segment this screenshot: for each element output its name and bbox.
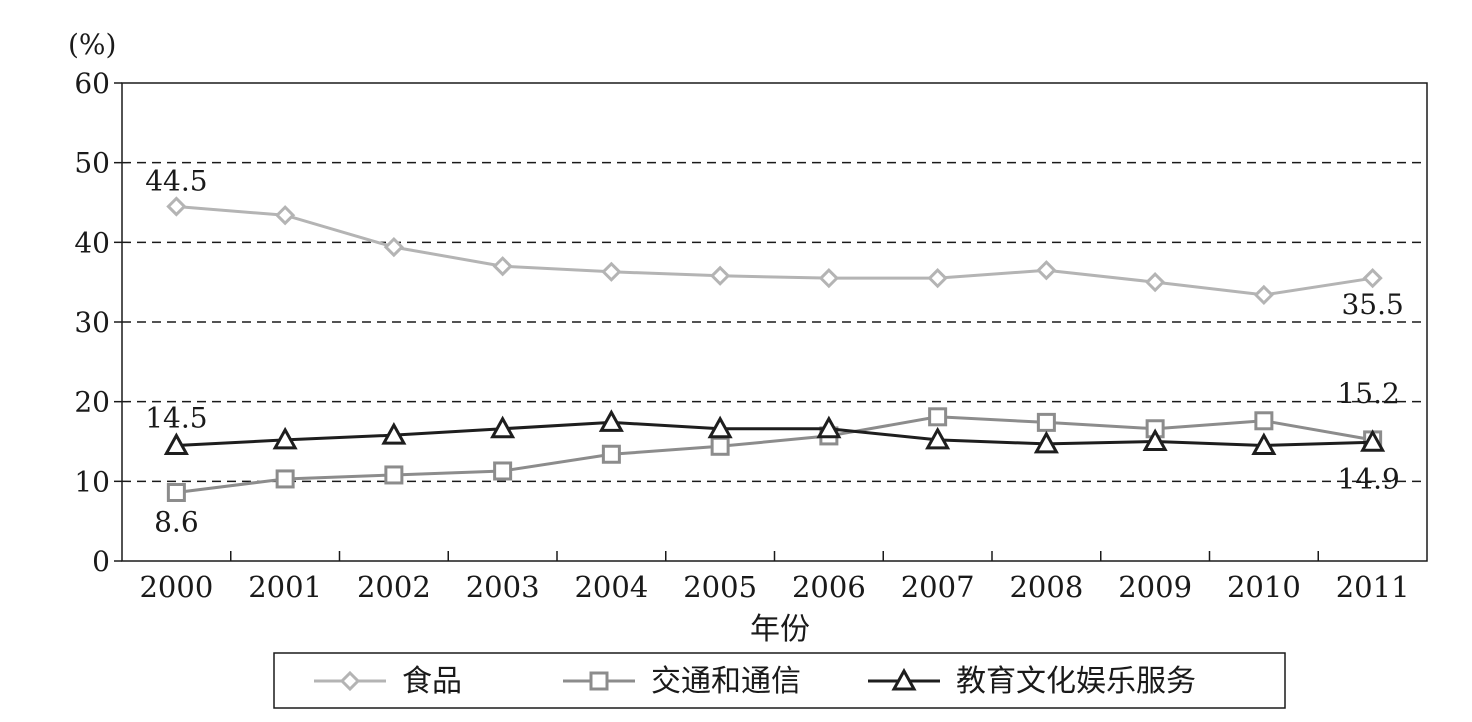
data-label: 8.6 [154,505,199,538]
data-point [598,409,624,432]
data-point [927,268,948,289]
y-tick-label: 40 [74,226,110,259]
x-tick-label: 2004 [574,570,648,604]
legend-marker [339,670,361,692]
data-point [275,205,296,226]
y-tick-label: 60 [74,67,110,100]
data-point [925,426,951,450]
y-tick-label: 10 [74,465,110,498]
data-label: 14.5 [145,401,207,434]
data-point [1253,284,1274,306]
series-line [176,420,1373,447]
data-point [381,422,407,445]
data-point [1142,428,1168,451]
data-point [492,256,513,277]
data-point [1036,412,1056,432]
data-point [166,482,186,502]
legend-label: 教育文化娱乐服务 [956,664,1196,699]
x-tick-label: 2007 [901,570,975,604]
data-point [163,432,189,455]
legend-frame [273,652,1286,709]
y-tick-label: 0 [92,545,110,578]
series-line [176,204,1373,297]
x-tick-label: 2010 [1227,570,1301,604]
data-point [707,415,733,439]
y-tick-label: 20 [74,386,110,419]
x-tick-label: 2003 [466,570,540,604]
data-point [493,461,513,481]
data-point [1360,429,1386,452]
x-tick-label: 2009 [1118,570,1192,604]
x-axis: 2000 2001 2002 2003 2004 2005 2006 2007 2008 2009… [139,551,1410,604]
y-tick-label: 30 [74,306,110,339]
data-label-layer: 44.5 35.5 15.2 8.6 14.5 14.9 [145,164,1404,538]
x-tick-label: 2008 [1009,570,1083,604]
grid-lines [122,161,1427,483]
data-label: 15.2 [1337,377,1399,410]
data-label: 44.5 [145,164,207,197]
data-point [1036,260,1057,281]
data-point [1033,430,1059,454]
data-point [710,436,730,456]
data-point [383,236,404,258]
data-point [272,426,298,450]
x-tick-label: 2001 [248,570,322,604]
legend-item-0: 食品 [314,664,462,699]
series-layer [163,196,1386,502]
data-point [601,261,622,282]
data-point [818,268,839,289]
legend-label: 交通和通信 [651,664,801,699]
series-0 [166,196,1383,306]
legend: 食品 交通和通信 教育文化娱乐服务 [273,652,1286,709]
x-tick-label: 2000 [139,570,213,604]
data-point [490,415,516,439]
x-axis-label: 年份 [750,612,810,647]
series-2 [163,409,1386,455]
y-tick-label: 50 [74,147,110,180]
x-tick-label: 2002 [357,570,431,604]
data-label: 35.5 [1341,288,1403,321]
legend-item-1: 交通和通信 [563,664,801,699]
y-axis: 0 10 20 30 40 50 60 [74,67,122,578]
series-1 [166,407,1383,502]
legend-label: 食品 [402,664,462,699]
data-point [1251,432,1277,455]
data-point [816,415,842,439]
data-point [1145,272,1166,293]
data-point [601,444,621,464]
data-point [710,265,731,286]
series-line [176,415,1373,494]
data-point [384,465,404,485]
legend-item-2: 教育文化娱乐服务 [868,664,1196,699]
data-label: 14.9 [1337,462,1399,495]
data-point [275,469,295,489]
x-tick-label: 2005 [683,570,757,604]
data-point [1362,268,1383,289]
legend-marker [891,667,917,691]
x-tick-label: 2006 [792,570,866,604]
legend-marker [589,671,609,691]
y-unit-label: (%) [68,28,116,61]
data-point [928,407,948,427]
data-point [166,196,187,217]
data-point [1254,411,1274,431]
x-tick-label: 2011 [1336,570,1410,604]
